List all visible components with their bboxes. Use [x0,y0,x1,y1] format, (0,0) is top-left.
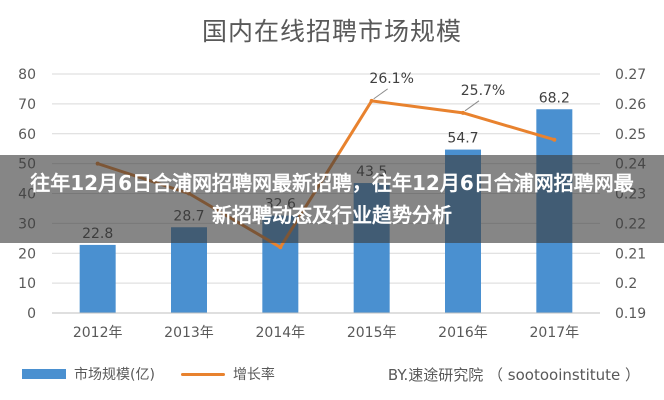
x-tick-label: 2014年 [256,325,306,341]
line-point [461,110,465,115]
headline-text: 往年12月6日合浦网招聘网最新招聘，往年12月6日合浦网招聘网最新招聘动态及行业… [30,171,634,227]
y-right-tick-label: 0.21 [615,246,646,262]
bar [79,244,116,313]
chart-title: 国内在线招聘市场规模 [201,17,462,46]
y-left-tick-label: 20 [18,246,36,262]
y-right-tick-label: 0.2 [615,276,637,292]
data-label-leader [373,88,388,100]
y-left-tick-label: 0 [27,306,36,322]
y-right-tick-label: 0.25 [615,127,646,143]
x-tick-label: 2015年 [347,325,397,341]
x-tick-label: 2016年 [438,325,488,341]
line-value-label: 25.7% [461,83,505,99]
y-left-tick-label: 10 [18,276,36,292]
y-left-tick-label: 60 [18,127,36,143]
legend-swatch-bar [22,369,66,379]
y-right-tick-label: 0.27 [615,67,646,83]
line-point [369,98,374,103]
x-tick-label: 2017年 [530,325,580,341]
legend-swatch-line [180,372,225,376]
line-value-label: 26.1% [369,71,413,87]
y-left-tick-label: 70 [18,97,36,113]
bar-value-label: 54.7 [447,131,478,147]
line-point [552,137,557,142]
x-tick-label: 2012年 [73,325,123,341]
legend-label-market-size: 市场规模(亿) [74,367,155,383]
y-right-tick-label: 0.26 [615,97,646,113]
data-label-leader [464,100,480,112]
legend-item-growth-rate: 增长率 [180,364,275,384]
source-watermark: BY.速途研究院 （ sootooinstitute ） [387,365,640,384]
headline-banner: 往年12月6日合浦网招聘网最新招聘，往年12月6日合浦网招聘网最新招聘动态及行业… [0,155,664,243]
bar-value-label: 68.2 [539,90,570,106]
legend-item-market-size: 市场规模(亿) [22,364,155,384]
legend-label-growth-rate: 增长率 [232,367,275,383]
x-tick-label: 2013年 [164,325,214,341]
chart-legend: 市场规模(亿) 增长率 BY.速途研究院 （ sootooinstitute ） [22,358,642,390]
y-right-tick-label: 0.19 [615,306,646,322]
y-left-tick-label: 80 [18,67,36,83]
line-point [278,245,283,250]
